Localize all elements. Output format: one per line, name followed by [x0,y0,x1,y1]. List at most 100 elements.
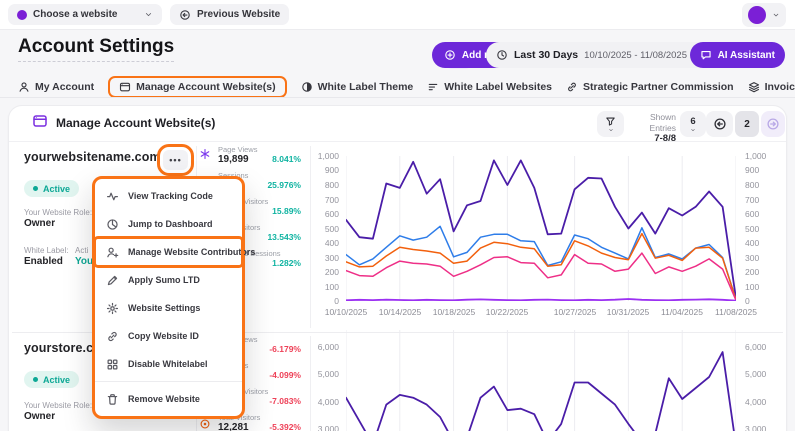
chat-icon [700,49,712,61]
pen-icon [106,274,119,287]
menu-item-label: Copy Website ID [128,331,199,341]
status-badge: Active [24,371,79,388]
tab-label: Invoices [765,81,795,93]
arrow-left-circle-icon [179,9,191,21]
status-dot-icon [33,186,38,191]
tab-invoices[interactable]: Invoices [748,77,795,97]
pagination-next-button[interactable] [761,111,785,137]
activity-icon [106,190,119,203]
role-value: Owner [24,411,55,422]
status-label: Active [43,375,70,385]
pagination-prev-button[interactable] [706,111,733,137]
pagination-current-page[interactable]: 2 [735,111,759,137]
funnel-icon [605,116,616,127]
link-icon [566,81,578,93]
per-page-select[interactable]: 6 [680,111,706,137]
column-divider [310,146,311,328]
tab-white-label-websites[interactable]: White Label Websites [427,77,552,97]
chevron-down-icon [608,127,614,133]
menu-item-jump-to-dashboard[interactable]: Jump to Dashboard [95,210,242,238]
ai-assistant-button[interactable]: AI Assistant [690,42,785,68]
tab-label: Manage Account Website(s) [136,81,275,93]
link-icon [106,330,119,343]
chevron-down-icon [144,10,153,19]
panel-header-divider [9,141,786,142]
status-label: Active [43,184,70,194]
tab-white-label-theme[interactable]: White Label Theme [301,77,414,97]
menu-item-label: View Tracking Code [128,191,213,201]
filter-button[interactable] [597,111,624,137]
chevron-down-icon [772,11,780,19]
stat-change: 8.041% [272,154,301,164]
menu-item-view-tracking-code[interactable]: View Tracking Code [95,182,242,210]
date-range-value: 10/10/2025 - 11/08/2025 [584,50,687,61]
tab-label: White Label Theme [318,81,414,93]
tabs-divider [0,97,795,98]
menu-item-disable-whitelabel[interactable]: Disable Whitelabel [95,350,242,378]
bullseye-icon [199,418,211,430]
partial-label: Acti [75,246,88,255]
menu-item-website-settings[interactable]: Website Settings [95,294,242,322]
stat-change: -5.392% [269,422,301,431]
date-preset-label: Last 30 Days [514,49,578,61]
menu-item-copy-website-id[interactable]: Copy Website ID [95,322,242,350]
role-label: Your Website Role: [24,208,92,217]
menu-item-manage-website-contributors[interactable]: Manage Website Contributors [95,238,242,266]
site1-traffic-chart: 1,0001,000900900800800700700600600500500… [312,144,788,324]
stat-label: Page Views [218,145,257,154]
stat-change: 15.89% [272,206,301,216]
stat-change: -4.099% [269,370,301,380]
page: Choose a website Previous Website Accoun… [0,0,795,431]
menu-item-remove-website[interactable]: Remove Website [95,385,242,413]
menu-item-apply-sumo-ltd[interactable]: Apply Sumo LTD [95,266,242,294]
grid-icon [106,358,119,371]
menu-item-label: Website Settings [128,303,200,313]
per-page-value: 6 [690,116,695,127]
white-label-label: White Label: [24,246,68,255]
tab-my-account[interactable]: My Account [18,77,94,97]
status-badge: Active [24,180,79,197]
browser-icon [32,113,48,129]
role-value: Owner [24,218,55,229]
site-name: yourwebsitename.com [24,150,161,164]
previous-website-button[interactable]: Previous Website [170,4,289,25]
user-icon [18,81,30,93]
page-title: Account Settings [18,36,174,62]
stat-change: 25.976% [267,180,301,190]
previous-website-label: Previous Website [197,9,280,20]
tab-label: My Account [35,81,94,93]
arrow-right-circle-icon [766,117,780,131]
stat-change: 13.543% [267,232,301,242]
browser-icon [119,81,131,93]
user-avatar-menu[interactable] [742,3,786,27]
settings-tabs: My Account Manage Account Website(s) Whi… [18,76,795,98]
choose-website-label: Choose a website [33,9,117,20]
tab-strategic-partner-commission[interactable]: Strategic Partner Commission [566,77,734,97]
menu-item-label: Remove Website [128,394,200,404]
role-label: Your Website Role: [24,401,92,410]
avatar [748,6,766,24]
stat-value: 12,281 [218,422,249,431]
stat-value: 19,899 [218,154,249,165]
stat-change: -7.083% [269,396,301,406]
menu-item-label: Apply Sumo LTD [128,275,200,285]
menu-item-label: Manage Website Contributors [128,247,255,257]
page-number: 2 [744,119,750,130]
tab-manage-account-websites[interactable]: Manage Account Website(s) [108,76,286,98]
ai-assistant-label: AI Assistant [718,50,775,61]
shown-entries-label: Shown Entries [626,112,676,133]
column-divider [310,336,311,431]
site-actions-button[interactable]: ••• [163,150,188,170]
site-actions-menu: View Tracking Code Jump to Dashboard Man… [92,176,245,419]
stat-change: -6.179% [269,344,301,354]
date-range-picker[interactable]: Last 30 Days 10/10/2025 - 11/08/2025 [486,42,711,68]
chevron-down-icon [690,127,696,133]
gear-icon [106,302,119,315]
clock-icon [496,49,508,61]
menu-item-label: Disable Whitelabel [128,359,208,369]
status-dot-icon [33,377,38,382]
choose-website-dropdown[interactable]: Choose a website [8,4,162,25]
layers-icon [748,81,760,93]
tab-label: White Label Websites [444,81,552,93]
contrast-icon [301,81,313,93]
